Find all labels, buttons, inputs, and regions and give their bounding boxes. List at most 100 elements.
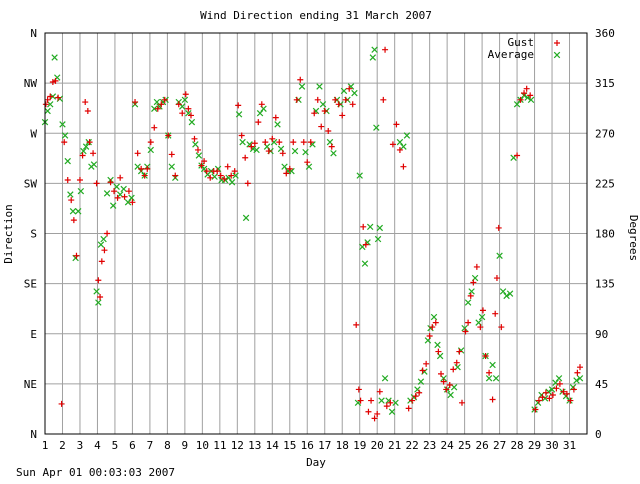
gust-point <box>248 143 255 150</box>
y-axis-label-right: Degrees <box>627 215 640 261</box>
gust-point <box>567 397 574 404</box>
gust-point <box>221 175 228 182</box>
average-point <box>381 375 389 382</box>
gust-point <box>440 378 447 385</box>
x-tick-label: 18 <box>336 439 349 452</box>
average-point <box>527 96 535 104</box>
gust-point <box>201 158 208 165</box>
gust-point <box>517 96 524 103</box>
gust-point <box>396 146 403 153</box>
average-point <box>340 87 348 95</box>
y-tick-label-right: 180 <box>595 228 615 241</box>
gust-point <box>498 324 505 331</box>
average-point <box>232 172 239 179</box>
gust-point <box>144 165 151 172</box>
gust-point <box>172 172 179 179</box>
gust-point <box>151 124 158 131</box>
average-point <box>552 379 559 386</box>
average-point <box>302 148 309 156</box>
legend-plus-marker <box>554 40 560 46</box>
gust-point <box>44 96 51 103</box>
average-point <box>128 194 135 202</box>
gust-point <box>443 386 450 393</box>
gust-point <box>42 101 49 108</box>
average-point <box>541 395 549 402</box>
gust-point <box>286 165 293 172</box>
legend: Gust Average <box>488 36 561 61</box>
gust-point <box>297 76 304 83</box>
average-point <box>356 172 363 179</box>
gust-point <box>121 193 128 200</box>
gust-point <box>492 310 499 317</box>
gust-point <box>107 179 114 186</box>
x-tick-label: 2 <box>59 439 66 452</box>
average-point <box>67 191 74 198</box>
average-point <box>485 375 493 382</box>
gust-point <box>556 380 563 387</box>
gust-point <box>325 128 332 135</box>
gust-point <box>86 139 93 146</box>
gust-point <box>283 170 290 177</box>
average-point <box>430 313 438 321</box>
average-point <box>253 146 260 154</box>
gust-point <box>535 397 542 404</box>
gust-point <box>224 163 231 170</box>
gust-point <box>97 293 104 300</box>
average-point <box>461 324 468 332</box>
average-point <box>168 163 175 170</box>
y-tick-label-right: 225 <box>595 177 615 190</box>
gust-point <box>255 119 262 126</box>
gust-point <box>462 328 469 335</box>
gust-point <box>182 91 189 98</box>
gust-point <box>419 367 426 374</box>
gust-point <box>523 85 530 92</box>
gust-point <box>265 148 272 155</box>
x-tick-label: 12 <box>231 439 244 452</box>
gust-point <box>138 165 145 172</box>
gust-point <box>49 79 56 86</box>
average-point <box>403 132 411 139</box>
average-point <box>374 235 382 243</box>
plot-frame <box>44 32 588 435</box>
average-point <box>548 386 556 393</box>
average-point <box>93 288 100 295</box>
gust-point <box>355 386 362 393</box>
x-tick-label: 25 <box>458 439 471 452</box>
x-tick-label: 10 <box>196 439 209 452</box>
average-point <box>77 187 85 195</box>
gust-point <box>207 174 214 181</box>
average-point <box>82 143 90 150</box>
gust-point <box>93 180 100 187</box>
x-tick-label: 14 <box>266 439 280 452</box>
gust-point <box>235 102 242 109</box>
y-tick-label-right: 360 <box>595 27 615 40</box>
y-tick-label-left: S <box>30 228 37 241</box>
gust-point <box>279 150 286 157</box>
gust-point <box>276 139 283 146</box>
x-tick-label: 8 <box>164 439 171 452</box>
y-tick-label-right: 270 <box>595 127 615 140</box>
gust-point <box>147 139 154 146</box>
gust-point <box>387 399 394 406</box>
gust-point <box>362 241 369 248</box>
average-point <box>242 214 250 222</box>
gust-point <box>95 277 102 284</box>
gust-point <box>238 132 245 139</box>
gust-point <box>542 389 549 396</box>
gust-point <box>458 399 465 406</box>
gust-point <box>179 110 186 117</box>
average-point <box>503 292 510 300</box>
x-axis-label: Day <box>306 456 326 469</box>
gust-point <box>134 150 141 157</box>
gust-point <box>467 292 474 299</box>
average-point <box>373 124 380 131</box>
gust-point <box>335 101 342 108</box>
x-tick-label: 15 <box>283 439 296 452</box>
gust-point <box>435 348 442 355</box>
average-point <box>181 96 189 104</box>
average-point <box>195 152 203 159</box>
gust-point <box>114 194 121 201</box>
gust-point <box>228 172 235 179</box>
gust-point <box>82 99 89 106</box>
average-point <box>513 101 521 108</box>
